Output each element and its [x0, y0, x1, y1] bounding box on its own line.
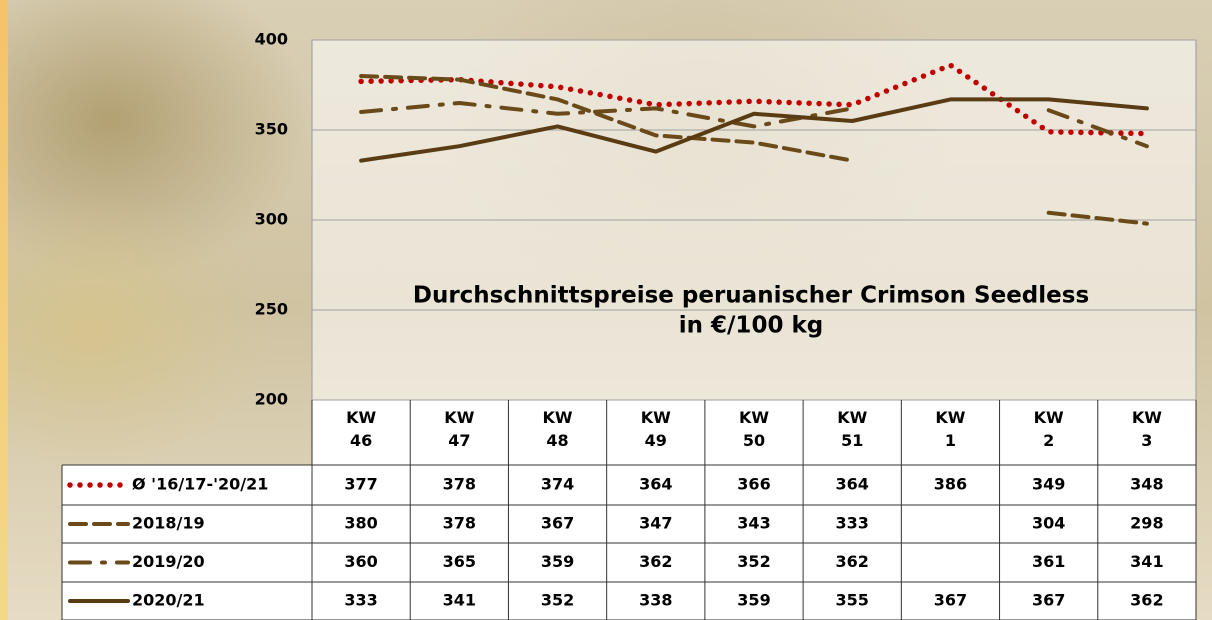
series-line: [359, 101, 855, 129]
table-value: 352: [541, 591, 574, 610]
x-tick-label: KW 49: [640, 408, 671, 450]
x-tick-label: KW 47: [444, 408, 475, 450]
series-line: [359, 74, 855, 163]
legend-label: Ø '16/17-'20/21: [132, 475, 268, 494]
x-tick-label-box: KW 48: [542, 408, 573, 450]
x-tick-label: KW 2: [1033, 408, 1064, 450]
table-value: 359: [737, 591, 770, 610]
table-value: 347: [639, 514, 672, 533]
table-value: 386: [934, 475, 967, 494]
table-value: 359: [541, 552, 574, 571]
y-tick-label: 250: [255, 300, 288, 319]
y-tick-label: 200: [255, 390, 288, 409]
table-value: 333: [836, 514, 869, 533]
table-value: 343: [737, 514, 770, 533]
x-tick-label: KW 50: [738, 408, 769, 450]
table-value: 366: [737, 475, 770, 494]
table-value: 367: [541, 514, 574, 533]
frame: [0, 0, 8, 620]
table-value: 362: [639, 552, 672, 571]
table-value: 298: [1130, 514, 1163, 533]
chart-subtitle: in €/100 kg: [679, 313, 823, 339]
table-value: 364: [836, 475, 869, 494]
table-value: 378: [443, 475, 476, 494]
table-value: 378: [443, 514, 476, 533]
series-line: [359, 97, 1149, 163]
legend-label: 2020/21: [132, 591, 205, 610]
series-line: [358, 62, 1150, 137]
y-tick-label: 350: [255, 120, 288, 139]
x-tick-label-box: KW 49: [640, 408, 671, 450]
x-tick-label: KW 46: [346, 408, 377, 450]
table-value: 360: [344, 552, 377, 571]
table-value: 333: [344, 591, 377, 610]
x-tick-label-box: KW 51: [837, 408, 868, 450]
x-tick-label: KW 3: [1131, 408, 1162, 450]
x-tick-label: KW 48: [542, 408, 573, 450]
table-value: 377: [344, 475, 377, 494]
table-value: 364: [639, 475, 672, 494]
x-tick-label-box: KW 3: [1131, 408, 1162, 450]
y-tick-label: 300: [255, 210, 288, 229]
legend-label: 2018/19: [132, 514, 205, 533]
table-value: 380: [344, 514, 377, 533]
table-value: 374: [541, 475, 574, 494]
table-value: 361: [1032, 552, 1065, 571]
chart-title: Durchschnittspreise peruanischer Crimson…: [413, 283, 1089, 309]
series-line: [1046, 210, 1149, 226]
table-value: 367: [934, 591, 967, 610]
table-value: 355: [836, 591, 869, 610]
series-line: [1046, 108, 1149, 149]
table-value: 352: [737, 552, 770, 571]
table-bg: [312, 400, 1196, 620]
table-value: 362: [836, 552, 869, 571]
table-value: 304: [1032, 514, 1065, 533]
table-value: 338: [639, 591, 672, 610]
x-tick-label: KW 51: [837, 408, 868, 450]
x-tick-label-box: KW 46: [346, 408, 377, 450]
x-tick-label-box: KW 1: [935, 408, 966, 450]
y-tick-label: 400: [255, 30, 288, 49]
legend-label: 2019/20: [132, 552, 205, 571]
table-value: 362: [1130, 591, 1163, 610]
x-tick-label-box: KW 50: [738, 408, 769, 450]
x-tick-label-box: KW 2: [1033, 408, 1064, 450]
table-value: 349: [1032, 475, 1065, 494]
table-value: 365: [443, 552, 476, 571]
table-value: 341: [1130, 552, 1163, 571]
table-value: 348: [1130, 475, 1163, 494]
table-value: 367: [1032, 591, 1065, 610]
x-tick-label: KW 1: [935, 408, 966, 450]
x-tick-label-box: KW 47: [444, 408, 475, 450]
table-value: 341: [443, 591, 476, 610]
